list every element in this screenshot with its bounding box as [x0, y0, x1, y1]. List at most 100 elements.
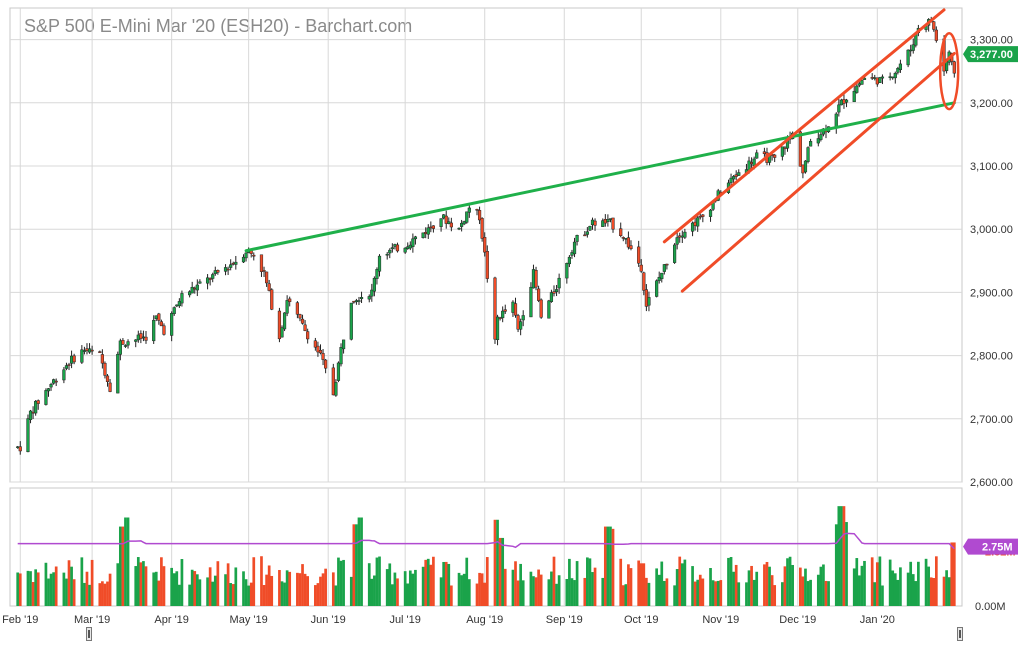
price-tick-label: 3,200.00: [970, 98, 1013, 110]
candle-body: [36, 400, 40, 404]
candle-body: [229, 264, 233, 268]
volume-bar: [80, 557, 84, 606]
volume-bar: [601, 577, 605, 606]
candle-body: [683, 231, 687, 238]
candle-body: [945, 61, 949, 71]
candle-body: [501, 310, 505, 319]
candle-body: [213, 270, 217, 274]
volume-bar: [462, 573, 466, 606]
volume-bar: [162, 566, 166, 606]
volume-bar: [193, 571, 197, 606]
candle-body: [547, 300, 551, 319]
candle-body: [590, 219, 595, 226]
candle-body: [893, 72, 897, 79]
volume-bar: [136, 557, 140, 606]
price-tick-label: 2,700.00: [970, 414, 1013, 426]
candle-body: [408, 244, 412, 249]
volume-bar: [352, 524, 356, 606]
volume-bar: [144, 566, 148, 606]
candle-body: [498, 317, 502, 320]
volume-bar: [716, 580, 720, 606]
volume-bar: [893, 573, 897, 606]
candle-body: [531, 269, 536, 289]
candle-body: [803, 160, 808, 173]
candle-body: [911, 44, 915, 51]
volume-bar: [909, 561, 913, 606]
candle-body: [175, 304, 179, 307]
channel-upper: [662, 8, 946, 244]
volume-bar: [657, 574, 661, 606]
annotation-drawings: [244, 8, 960, 293]
volume-bar: [532, 576, 535, 606]
candle-body: [426, 227, 430, 235]
volume-bar: [483, 582, 487, 606]
volume-bar: [798, 567, 802, 606]
candle-body: [554, 289, 559, 293]
volume-bar: [629, 568, 633, 606]
volume-bar: [891, 570, 895, 606]
volume-bar: [863, 560, 866, 606]
volume-bar: [16, 572, 20, 606]
volume-bar: [680, 563, 684, 606]
candle-body: [783, 147, 787, 150]
candle-body: [313, 340, 317, 348]
candle-body: [465, 211, 469, 223]
volume-bar: [450, 585, 453, 606]
candle-body: [880, 76, 885, 79]
candle-body: [16, 446, 20, 448]
scroll-handle-right[interactable]: [957, 627, 963, 641]
volume-bar: [298, 573, 302, 606]
volume-bar: [845, 522, 848, 606]
candle-body: [31, 411, 35, 414]
candle-body: [388, 249, 392, 254]
candle-body: [44, 390, 48, 405]
volume-bar: [375, 557, 379, 606]
candle-body: [875, 77, 879, 85]
volume-bar: [822, 564, 825, 606]
candle-body: [193, 287, 197, 290]
volume-bar: [534, 577, 538, 606]
volume-bar: [403, 571, 407, 606]
candle-body: [762, 151, 767, 154]
volume-bar: [637, 560, 641, 606]
volume-bar: [934, 556, 938, 606]
volume-bar: [942, 576, 946, 606]
volume-bar: [529, 571, 533, 606]
volume-bar: [242, 571, 245, 606]
volume-bar: [837, 506, 841, 606]
volume-bar: [678, 556, 682, 606]
volume-bar: [270, 575, 274, 606]
candle-body: [637, 246, 641, 264]
candle-body: [116, 353, 120, 394]
volume-bar: [154, 571, 158, 606]
scroll-handle-left[interactable]: [86, 627, 92, 641]
volume-bar: [324, 568, 327, 606]
volume-bar: [783, 566, 787, 606]
volume-bar: [788, 556, 792, 606]
green-trendline: [244, 101, 956, 253]
price-tick-label: 3,100.00: [970, 161, 1013, 173]
candle-body: [139, 333, 143, 339]
candle-body: [352, 300, 356, 303]
volume-bar: [244, 579, 248, 606]
volume-bar: [118, 526, 122, 606]
volume-bar: [621, 585, 625, 606]
candle-body: [98, 351, 102, 353]
volume-bar: [70, 566, 73, 606]
volume-bar: [160, 557, 163, 606]
volume-bar: [816, 574, 820, 606]
candle-body: [806, 147, 810, 162]
volume-bar: [593, 567, 597, 606]
volume-bar: [899, 567, 902, 606]
volume-bar: [801, 576, 805, 606]
candle-body: [411, 238, 415, 247]
candle-body: [90, 349, 94, 352]
candle-body: [244, 252, 248, 259]
volume-bar: [47, 578, 50, 606]
volume-bar: [809, 579, 812, 606]
candle-body: [809, 141, 813, 147]
candle-body: [801, 164, 805, 174]
volume-bar: [390, 584, 394, 606]
volume-bar: [306, 576, 310, 606]
